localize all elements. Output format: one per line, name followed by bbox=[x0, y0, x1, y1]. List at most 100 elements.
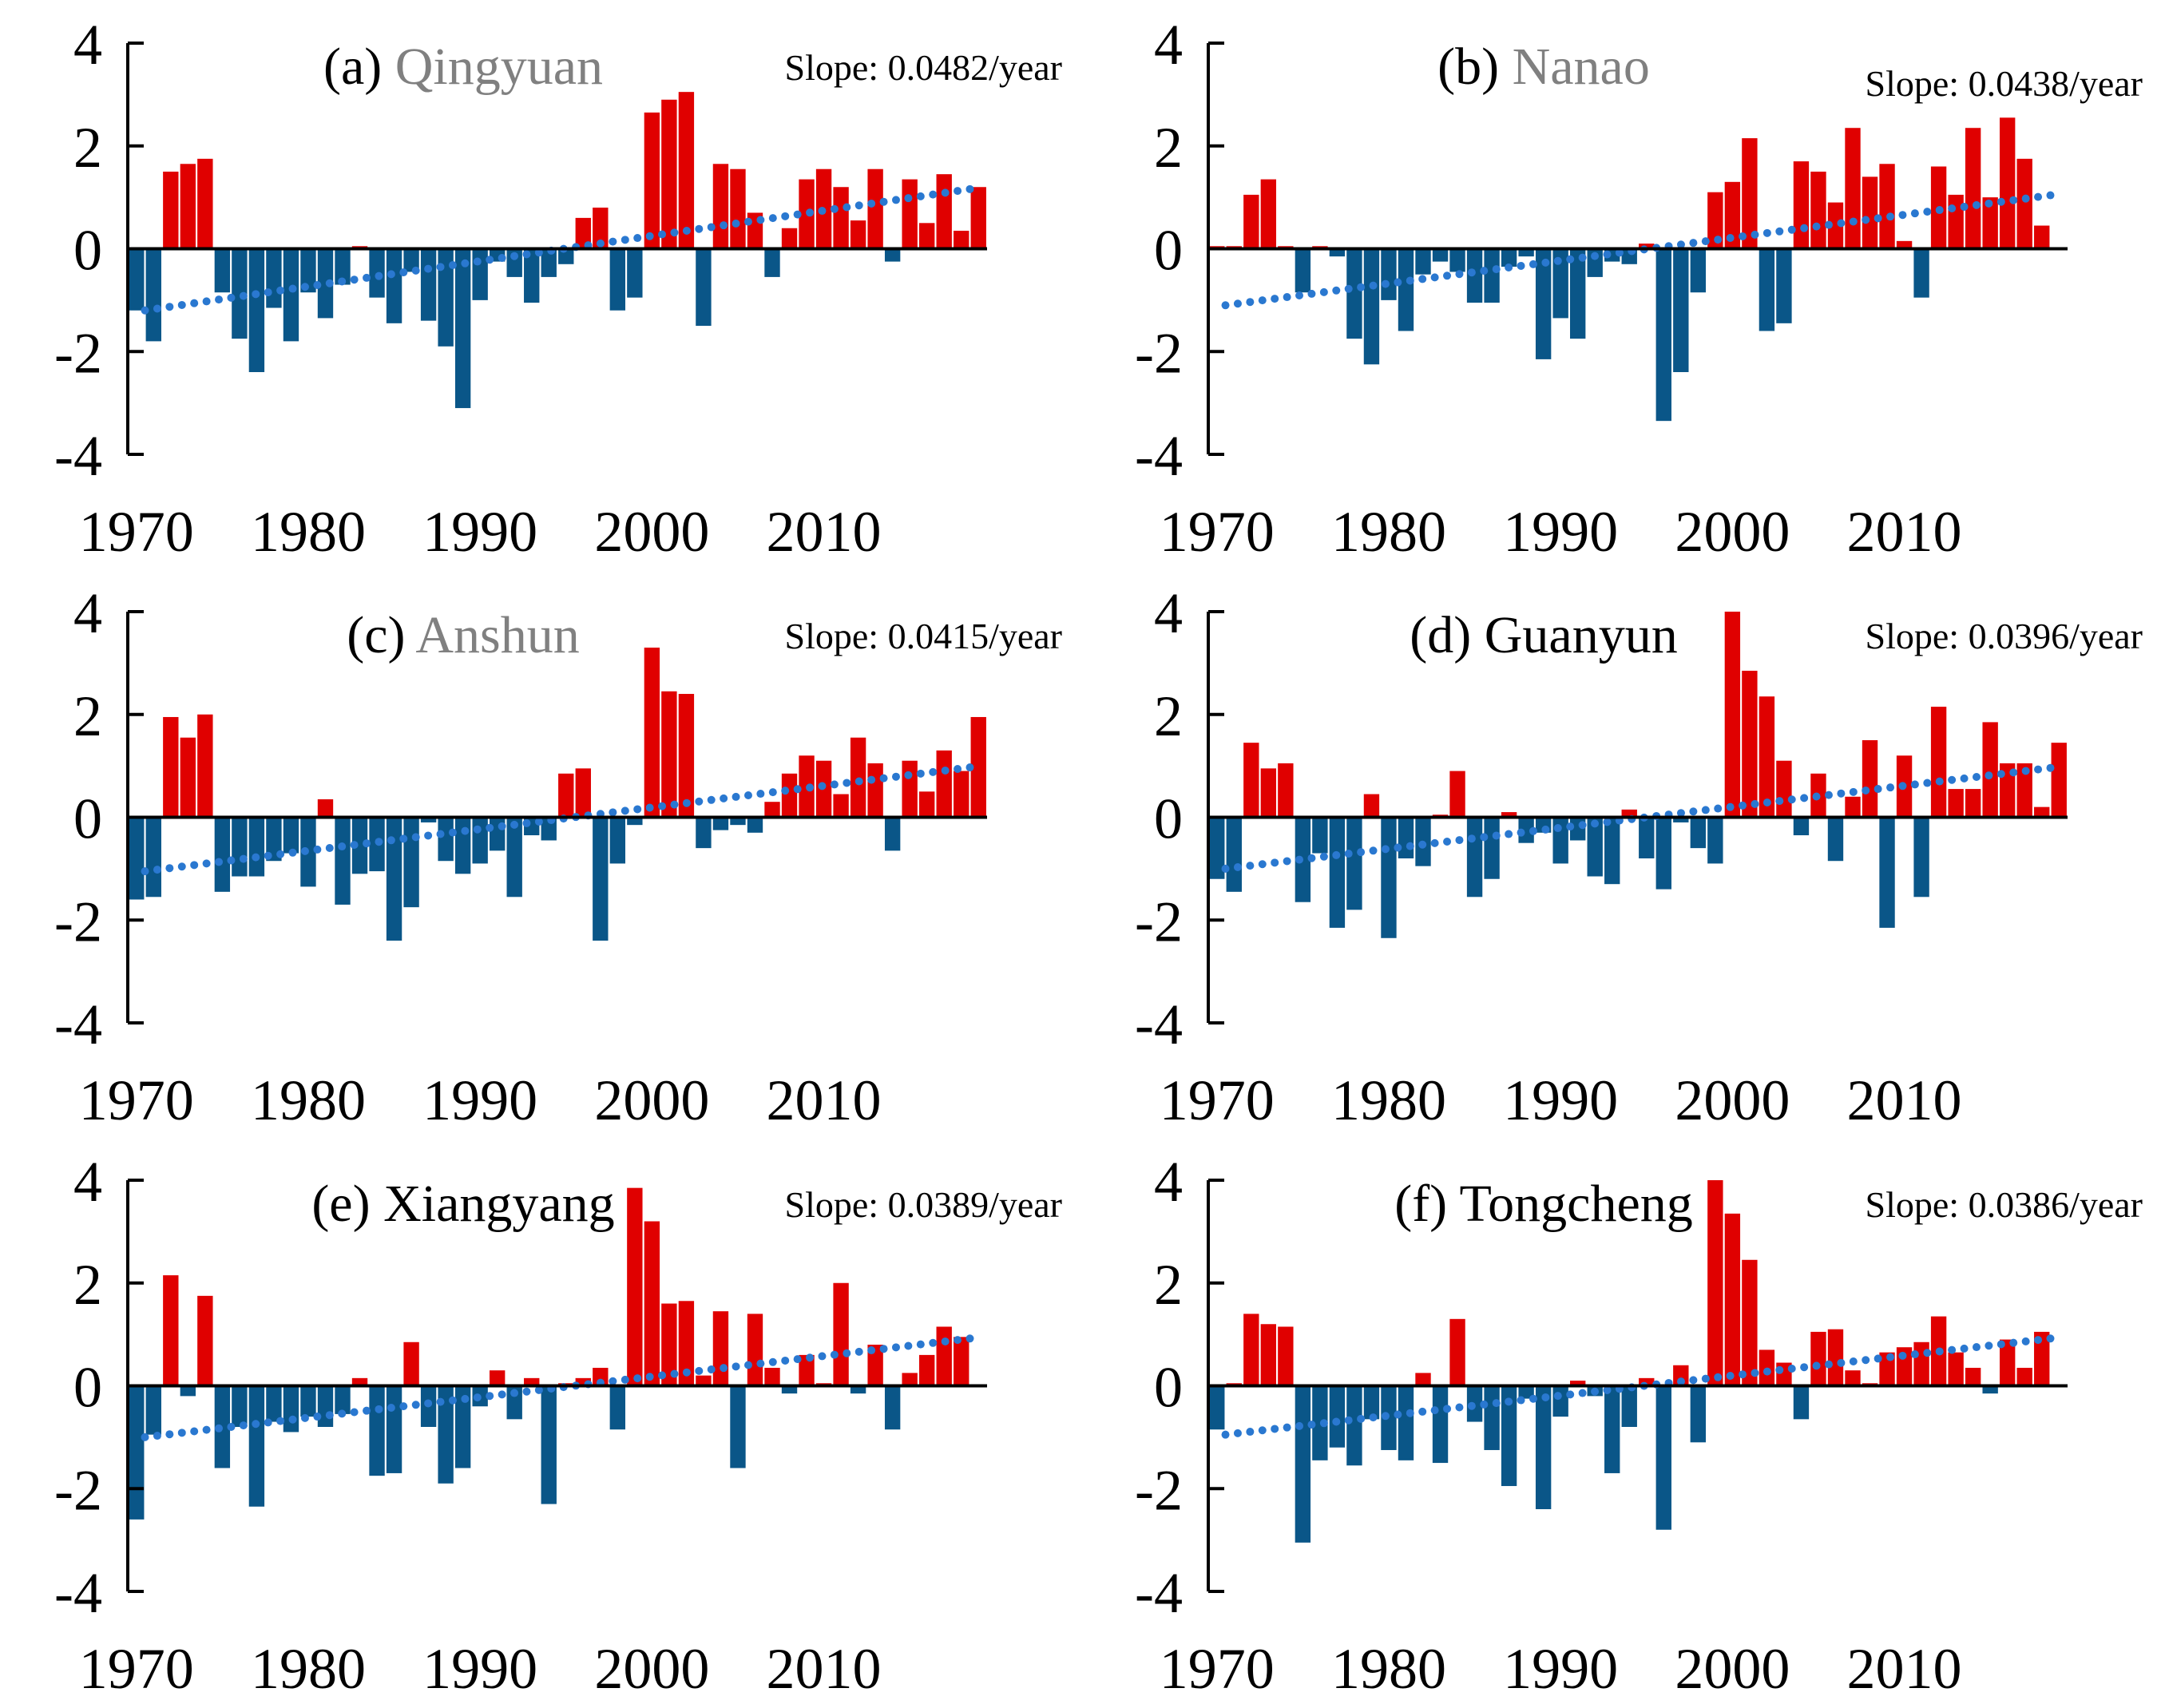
trend-dot bbox=[916, 192, 925, 200]
trend-dot bbox=[830, 204, 839, 213]
bar-2012 bbox=[850, 220, 866, 249]
trend-dot bbox=[1849, 787, 1858, 796]
trend-dot bbox=[461, 1394, 470, 1403]
trend-dot bbox=[1566, 1390, 1575, 1399]
bar-1973 bbox=[180, 1385, 196, 1397]
bar-1976 bbox=[232, 248, 248, 339]
trend-dot bbox=[670, 1369, 679, 1378]
trend-dot bbox=[375, 838, 383, 846]
trend-dot bbox=[781, 787, 790, 795]
trend-dot bbox=[1739, 801, 1747, 810]
trend-dot bbox=[1233, 862, 1242, 871]
trend-dot bbox=[534, 1385, 543, 1394]
x-tick-label: 2010 bbox=[767, 1637, 882, 1701]
trend-dot bbox=[1996, 1340, 2005, 1349]
y-tick-label: -2 bbox=[54, 1458, 102, 1522]
panel-c: 4 2 0 -2 -4 1970 1980 1990 2000 2010 (c) Anshun Slo… bbox=[54, 581, 1062, 1132]
panel-e: 4 2 0 -2 -4 1970 1980 1990 2000 2010 (e) Xiangyang… bbox=[54, 1150, 1062, 1701]
trend-dot bbox=[1910, 780, 1919, 789]
bar-1976 bbox=[1312, 817, 1328, 854]
trend-dot bbox=[1923, 1349, 1932, 1357]
bar-1972 bbox=[1243, 743, 1259, 818]
trend-dot bbox=[227, 856, 236, 865]
trend-dot bbox=[1787, 795, 1796, 804]
trend-dot bbox=[756, 790, 765, 799]
trend-dot bbox=[818, 207, 827, 216]
x-tick-label: 1970 bbox=[79, 1637, 194, 1701]
trend-dot bbox=[1369, 1413, 1378, 1422]
bar-2007 bbox=[1845, 128, 1861, 249]
slope-label: Slope: bbox=[785, 1184, 888, 1225]
bar-2000 bbox=[644, 1221, 660, 1386]
trend-dot bbox=[1689, 1376, 1698, 1385]
trend-dot bbox=[486, 1392, 494, 1401]
trend-dot bbox=[929, 190, 938, 199]
trend-dot bbox=[658, 802, 667, 810]
bar-2001 bbox=[1742, 671, 1758, 818]
trend-dot bbox=[1553, 1392, 1562, 1401]
bar-1979 bbox=[283, 1385, 299, 1433]
bar-2009 bbox=[1879, 164, 1895, 249]
trend-dot bbox=[363, 839, 371, 848]
panel-title: (f) Tongcheng bbox=[1394, 1175, 1693, 1233]
trend-dot bbox=[411, 1401, 420, 1409]
bar-1999 bbox=[1707, 817, 1723, 864]
bar-2017 bbox=[936, 750, 952, 818]
bar-1976 bbox=[232, 1385, 248, 1427]
bar-1982 bbox=[1415, 248, 1431, 275]
trend-dot bbox=[1689, 807, 1698, 816]
trend-dot bbox=[1553, 256, 1562, 265]
x-tick-label: 1980 bbox=[251, 1637, 366, 1701]
trend-dot bbox=[793, 210, 802, 219]
trend-dot bbox=[1935, 777, 1944, 786]
bar-1986 bbox=[1484, 248, 1500, 303]
trend-dot bbox=[1985, 1341, 1993, 1350]
bar-2004 bbox=[1793, 1385, 1810, 1420]
trend-dot bbox=[1307, 1421, 1316, 1429]
bar-1996 bbox=[575, 217, 591, 249]
trend-dot bbox=[1751, 1369, 1759, 1377]
trend-dot bbox=[510, 1389, 519, 1397]
y-tick-label: -4 bbox=[1135, 1561, 1183, 1625]
bar-1973 bbox=[180, 737, 196, 818]
bar-2014 bbox=[1965, 128, 1981, 249]
trend-dot bbox=[486, 256, 494, 264]
bar-1972 bbox=[163, 716, 179, 818]
bar-1970 bbox=[1209, 1385, 1225, 1430]
bar-2000 bbox=[1724, 1213, 1741, 1386]
trend-dot bbox=[1430, 1406, 1439, 1415]
y-tick-label: 0 bbox=[73, 1356, 102, 1420]
trend-dot bbox=[177, 300, 186, 309]
trend-dot bbox=[498, 822, 506, 830]
bar-2008 bbox=[781, 228, 798, 249]
trend-dot bbox=[1824, 1360, 1833, 1369]
bar-2013 bbox=[867, 168, 883, 249]
bar-1984 bbox=[1449, 1318, 1465, 1386]
slope-label: Slope: bbox=[1866, 63, 1969, 104]
trend-dot bbox=[879, 774, 888, 783]
bar-1996 bbox=[1655, 817, 1671, 890]
trend-dot bbox=[954, 1336, 962, 1345]
trend-dot bbox=[645, 803, 654, 812]
bar-2018 bbox=[2034, 806, 2050, 818]
x-tick-label: 1980 bbox=[251, 1068, 366, 1132]
bars bbox=[1209, 117, 2050, 422]
y-tick-label: 2 bbox=[73, 684, 102, 748]
bar-1985 bbox=[386, 248, 402, 323]
trend-dot bbox=[1948, 204, 1957, 212]
trend-dot bbox=[1369, 281, 1378, 290]
bars bbox=[1209, 612, 2067, 938]
bar-1971 bbox=[145, 817, 161, 898]
trend-dot bbox=[350, 841, 359, 850]
y-tick-label: -2 bbox=[54, 321, 102, 385]
bar-1994 bbox=[541, 1385, 557, 1504]
trend-dot bbox=[904, 771, 913, 779]
trend-dot bbox=[264, 1418, 272, 1427]
trend-dot bbox=[1800, 794, 1809, 802]
bar-1988 bbox=[1518, 248, 1534, 257]
trend-dot bbox=[1258, 296, 1267, 305]
bar-2007 bbox=[1845, 1370, 1861, 1386]
bar-1995 bbox=[1639, 244, 1655, 249]
bar-2015 bbox=[902, 1373, 918, 1386]
bar-2012 bbox=[850, 737, 866, 818]
